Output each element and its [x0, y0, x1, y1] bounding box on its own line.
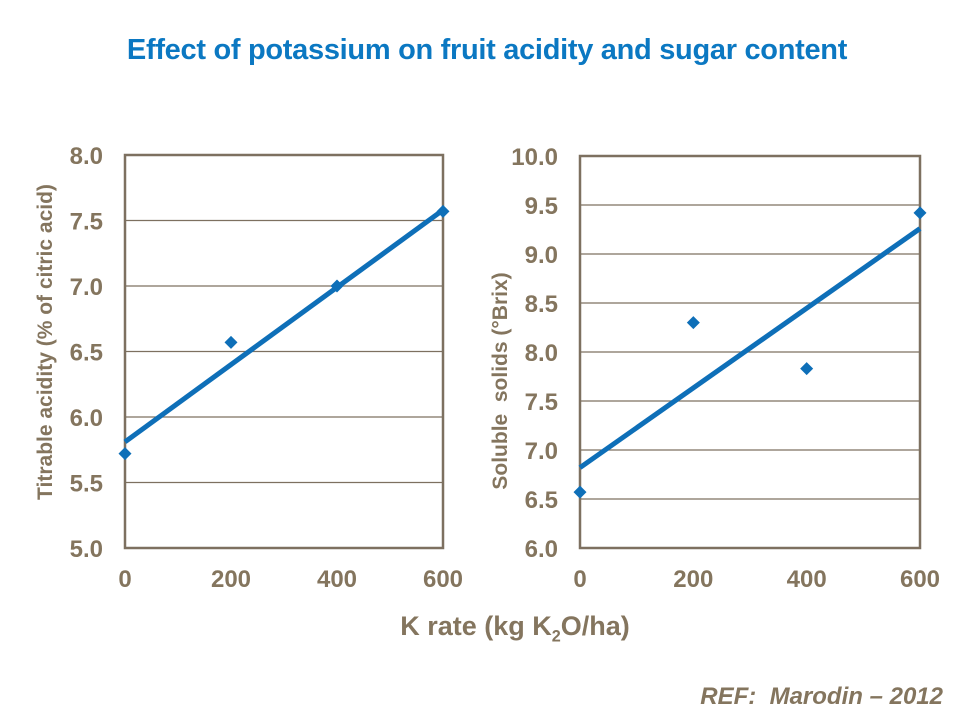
y-tick-label: 9.5 — [525, 193, 558, 220]
y-tick-label: 7.0 — [525, 438, 558, 465]
y-tick-label: 8.0 — [70, 143, 103, 170]
y-tick-label: 5.0 — [70, 536, 103, 563]
trend-line — [578, 226, 922, 470]
data-point-marker — [913, 206, 927, 220]
titrable-acidity-scatter-chart: 5.0 5.5 6.0 6.5 7.0 7.5 8.0 0 200 400 600 — [70, 143, 463, 593]
y-tick-label: 10.0 — [511, 144, 558, 171]
data-point-marker — [436, 204, 450, 218]
x-axis-title-pre: K rate (kg K — [400, 611, 552, 641]
y-tick-label: 6.5 — [525, 487, 558, 514]
x-tick-label: 200 — [673, 566, 713, 593]
x-tick-label: 400 — [787, 566, 827, 593]
y-tick-label: 7.5 — [70, 209, 103, 236]
x-tick-label: 0 — [118, 566, 131, 593]
reference-text: REF: Marodin – 2012 — [700, 683, 943, 710]
trend-line — [123, 207, 445, 444]
y-tick-label: 8.0 — [525, 340, 558, 367]
x-axis-title: K rate (kg K2O/ha) — [330, 611, 700, 646]
x-axis-title-subscript: 2 — [551, 627, 561, 646]
x-tick-label: 200 — [211, 566, 251, 593]
data-point-marker — [573, 485, 587, 499]
y-tick-label: 8.5 — [525, 291, 558, 318]
x-tick-label: 600 — [900, 566, 940, 593]
y-tick-label: 9.0 — [525, 242, 558, 269]
data-point-marker — [330, 279, 344, 293]
y-tick-label: 6.5 — [70, 340, 103, 367]
y-tick-label: 6.0 — [70, 405, 103, 432]
y-tick-label: 7.0 — [70, 274, 103, 301]
data-point-marker — [686, 316, 700, 330]
x-axis-title-post: O/ha) — [560, 611, 630, 641]
data-point-marker — [800, 362, 814, 376]
y-tick-label: 7.5 — [525, 389, 558, 416]
y-tick-label: 6.0 — [525, 536, 558, 563]
soluble-solids-scatter-chart: 6.0 6.5 7.0 7.5 8.0 8.5 9.0 9.5 10.0 0 200 400 600 — [511, 144, 940, 593]
slide-title: Effect of potassium on fruit acidity and… — [126, 34, 848, 66]
x-tick-label: 400 — [317, 566, 357, 593]
data-point-marker — [118, 447, 132, 461]
data-point-marker — [224, 335, 238, 349]
x-tick-label: 0 — [573, 566, 586, 593]
plot-border — [578, 154, 922, 550]
y-tick-label: 5.5 — [70, 471, 103, 498]
plot-border — [123, 153, 445, 550]
x-tick-label: 600 — [423, 566, 463, 593]
